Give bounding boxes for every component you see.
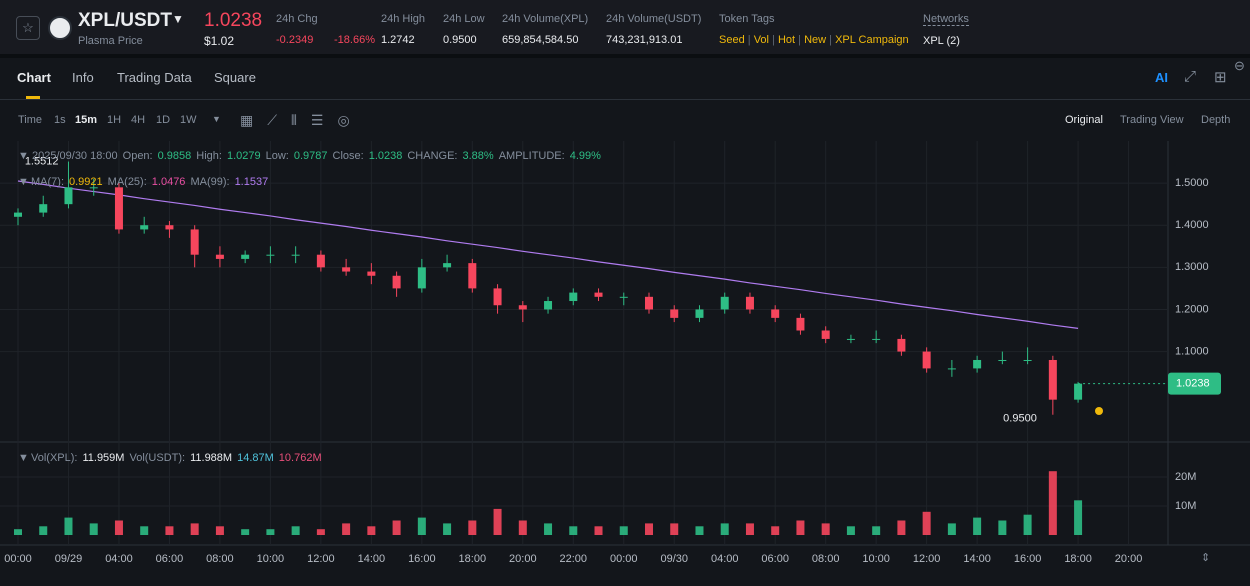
tab[interactable]: Square (214, 70, 256, 85)
interval[interactable]: Time (18, 114, 43, 126)
token-tag[interactable]: Vol (753, 34, 769, 46)
tab[interactable]: Info (72, 70, 94, 85)
layout-icon[interactable]: ⊞ (1214, 69, 1227, 86)
networks-label: Networks (923, 13, 969, 26)
token-tags: Seed | Vol | Hot | New | XPL Campaign (719, 34, 909, 46)
stat-label: 24h High (381, 13, 426, 25)
tab-underline (26, 96, 40, 99)
interval[interactable]: 1D (156, 114, 171, 126)
stat-value: 659,854,584.50 (502, 34, 579, 46)
stat-value: -0.2349 (276, 34, 314, 46)
view-option[interactable]: Depth (1201, 114, 1231, 126)
stat-value: -18.66% (334, 34, 375, 46)
interval[interactable]: 4H (131, 114, 146, 126)
stat-label: 24h Low (443, 13, 485, 25)
favorite-button[interactable]: ☆ (16, 16, 40, 40)
networks: XPL (2) (923, 35, 960, 47)
subtitle[interactable]: Plasma Price (78, 35, 143, 47)
interval-dropdown[interactable]: ▼ (212, 114, 221, 124)
view-option[interactable]: Trading View (1120, 114, 1184, 126)
dropdown-icon[interactable]: ▼ (172, 12, 184, 26)
token-tag[interactable]: Hot (777, 34, 796, 46)
token-tag[interactable]: New (804, 34, 827, 46)
stat-value: 1.2742 (381, 34, 415, 46)
tab[interactable]: Trading Data (117, 70, 192, 85)
chart-tools[interactable]: ▦⟋⫴☰◎ (240, 112, 364, 128)
price: 1.0238 (204, 10, 263, 31)
stat-label: 24h Volume(USDT) (606, 13, 702, 25)
coin-icon (48, 16, 72, 40)
header: ☆ XPL/USDT ▼ Plasma Price 1.0238 $1.02 2… (0, 0, 1250, 54)
view-option[interactable]: Original (1065, 114, 1103, 126)
token-tag[interactable]: XPL Campaign (835, 34, 909, 46)
stat-label: 24h Volume(XPL) (502, 13, 589, 25)
interval[interactable]: 1H (107, 114, 122, 126)
token-tags-label: Token Tags (719, 13, 775, 25)
more-icon[interactable]: ⊖ (1234, 58, 1245, 73)
interval[interactable]: 1W (180, 114, 197, 126)
chart-panel: Chart Info Trading Data Square Time 1s 15m 1H 4H… (0, 58, 1250, 586)
symbol[interactable]: XPL/USDT (78, 10, 172, 31)
interval[interactable]: 15m (75, 114, 98, 126)
usd-price: $1.02 (204, 34, 235, 48)
interval[interactable]: 1s (54, 114, 66, 126)
token-tag[interactable]: Seed (719, 34, 745, 46)
ai-icon[interactable]: AI (1155, 70, 1168, 85)
stat-label: 24h Chg (276, 13, 318, 25)
tab[interactable]: Chart (17, 70, 51, 85)
fullscreen-icon[interactable]: ⤢ (1184, 68, 1197, 85)
stat-value: 743,231,913.01 (606, 34, 683, 46)
stat-value: 0.9500 (443, 34, 477, 46)
